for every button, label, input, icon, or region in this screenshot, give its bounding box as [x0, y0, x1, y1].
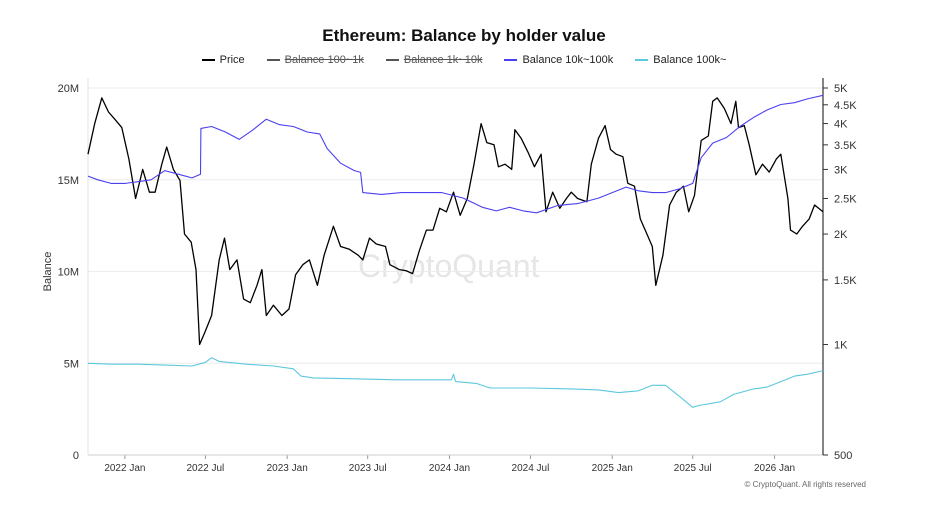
y-right-tick-label: 4.5K — [834, 100, 857, 112]
y-right-tick-label: 1.5K — [834, 275, 857, 287]
copyright-credit: © CryptoQuant. All rights reserved — [744, 480, 867, 489]
y-left-tick-label: 20M — [58, 83, 79, 95]
legend-item-balance-1k-10k[interactable]: Balance 1k~10k — [385, 54, 483, 66]
legend-swatch — [266, 59, 280, 61]
y-axis-label: Balance — [42, 252, 54, 292]
y-right-tick-label: 2.5K — [834, 193, 857, 205]
series-line-balance-10k-100k — [87, 94, 824, 214]
x-tick-label: 2024 Jul — [512, 463, 550, 474]
legend-swatch — [504, 59, 518, 61]
legend-item-balance-100-1k[interactable]: Balance 100~1k — [266, 54, 364, 66]
x-tick-label: 2024 Jan — [429, 463, 470, 474]
legend-label: Balance 1k~10k — [403, 54, 483, 66]
legend-label: Balance 10k~100k — [522, 54, 614, 66]
y-right-tick-label: 3.5K — [834, 140, 857, 152]
y-left-tick-label: 10M — [58, 267, 79, 279]
x-tick-label: 2023 Jul — [349, 463, 387, 474]
x-tick-label: 2025 Jan — [592, 463, 633, 474]
y-right-tick-label: 500 — [834, 450, 852, 462]
legend-item-price[interactable]: Price — [201, 54, 245, 66]
y-right-tick-label: 3K — [834, 164, 848, 176]
legend-item-balance-10k-100k[interactable]: Balance 10k~100k — [504, 54, 613, 66]
y-right-tick-label: 2K — [834, 229, 848, 241]
x-tick-label: 2026 Jan — [754, 463, 795, 474]
x-tick-label: 2023 Jan — [267, 463, 308, 474]
legend: Price Balance 100~1k Balance 1k~10k Bala… — [0, 54, 928, 66]
x-tick-label: 2022 Jul — [186, 463, 224, 474]
series-line-price — [87, 97, 824, 346]
y-right-tick-label: 1K — [834, 340, 848, 352]
y-left-tick-label: 0 — [73, 450, 79, 462]
x-tick-label: 2022 Jan — [104, 463, 145, 474]
legend-swatch — [635, 59, 649, 61]
legend-label: Balance 100~1k — [284, 54, 364, 66]
legend-swatch — [385, 59, 399, 61]
legend-label: Balance 100k~ — [653, 54, 727, 66]
legend-swatch — [201, 59, 215, 61]
x-tick-label: 2025 Jul — [674, 463, 712, 474]
legend-label: Price — [219, 54, 245, 66]
y-left-tick-label: 15M — [58, 175, 79, 187]
y-right-tick-label: 5K — [834, 83, 848, 95]
chart-title: Ethereum: Balance by holder value — [322, 26, 606, 45]
y-left-tick-label: 5M — [64, 358, 79, 370]
legend-item-balance-100k-plus[interactable]: Balance 100k~ — [635, 54, 726, 66]
series-line-balance-100k — [87, 357, 824, 408]
y-right-tick-label: 4K — [834, 119, 848, 131]
